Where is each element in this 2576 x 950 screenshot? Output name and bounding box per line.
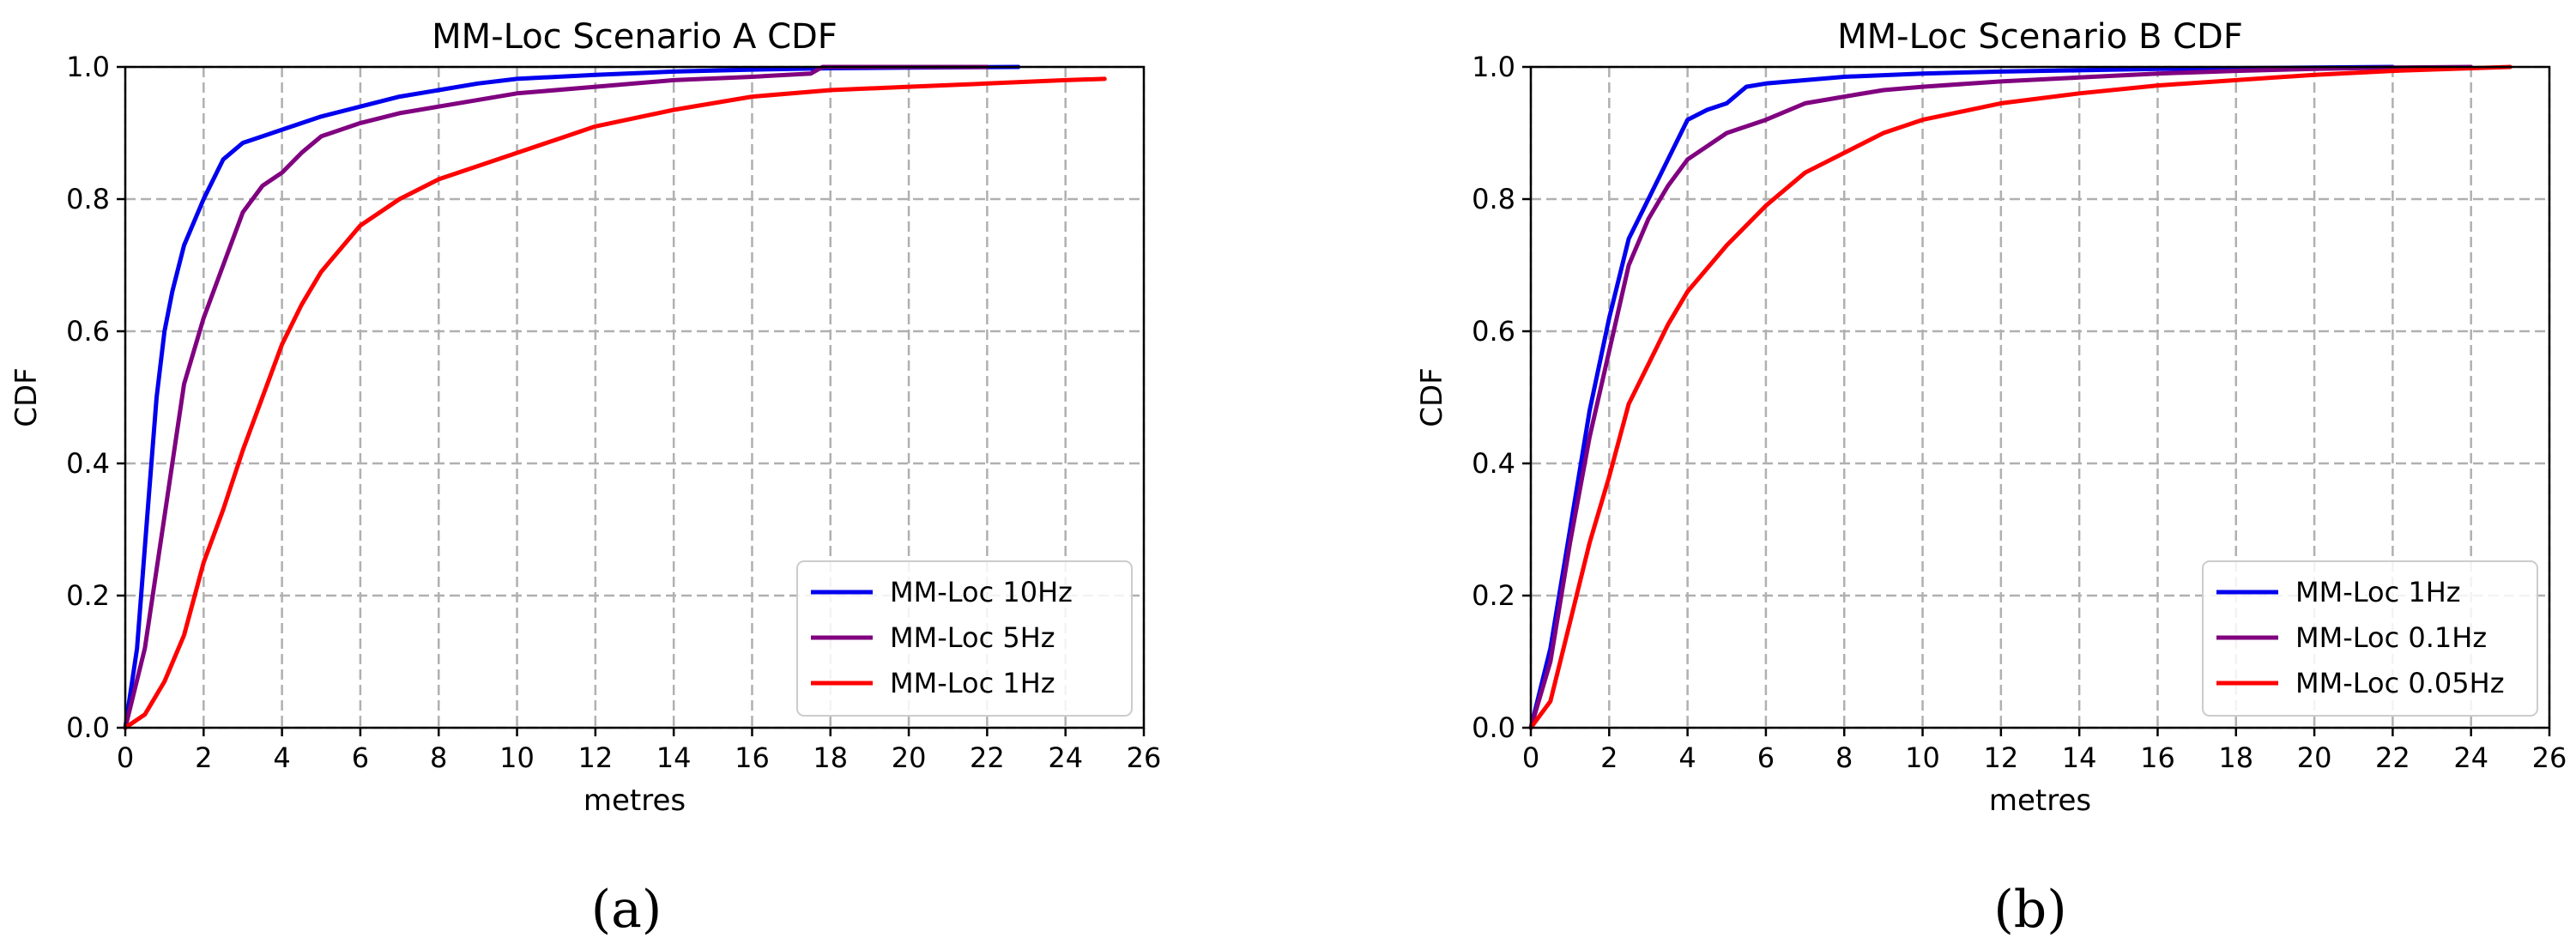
x-tick-label: 16 [735,741,770,774]
x-tick-label: 14 [656,741,692,774]
y-tick-label: 0.6 [1472,315,1515,348]
legend-label-0: MM-Loc 1Hz [2295,576,2461,608]
series-line-2 [123,76,1107,730]
y-tick-label: 0.6 [66,315,110,348]
x-tick-label: 24 [1048,741,1083,774]
series-line-0 [123,64,1021,730]
x-tick-label: 14 [2062,741,2097,774]
legend-label-0: MM-Loc 10Hz [890,576,1073,608]
y-tick-label: 0.0 [1472,711,1515,744]
x-tick-label: 10 [499,741,535,774]
legend-label-1: MM-Loc 5Hz [890,621,1055,654]
x-tick-label: 6 [352,741,369,774]
x-axis-title: metres [1989,784,2091,818]
x-tick-label: 8 [430,741,447,774]
x-tick-label: 18 [2218,741,2253,774]
subfigure-caption: (a) [591,880,662,940]
x-tick-label: 6 [1757,741,1775,774]
y-axis-title: CDF [1415,367,1449,427]
series-line-1 [1528,64,2474,730]
chart-title: MM-Loc Scenario A CDF [432,17,838,57]
plot-frame [1529,65,2551,729]
series-line-0 [1528,64,2395,730]
y-tick-label: 1.0 [1472,51,1515,83]
x-tick-label: 26 [2532,741,2567,774]
x-tick-label: 22 [970,741,1005,774]
legend-label-2: MM-Loc 0.05Hz [2295,667,2504,699]
subfigure-caption: (b) [1993,880,2066,940]
x-tick-label: 8 [1835,741,1853,774]
series-line-1 [123,64,989,730]
y-axis-title: CDF [9,367,44,427]
chart-title: MM-Loc Scenario B CDF [1837,17,2243,57]
y-tick-label: 0.2 [1472,579,1515,612]
legend-label-1: MM-Loc 0.1Hz [2295,621,2487,654]
x-tick-label: 10 [1905,741,1940,774]
x-tick-label: 0 [117,741,134,774]
x-tick-label: 4 [1678,741,1696,774]
x-tick-label: 24 [2453,741,2488,774]
legend-box [796,560,1133,717]
x-tick-label: 18 [813,741,848,774]
legend-label-2: MM-Loc 1Hz [890,667,1055,699]
x-tick-label: 12 [577,741,613,774]
plot-frame [124,65,1146,729]
chart-scenario-a: 0 2 4 6 8 10 12 14 16 18 20 22 24 260.00.20.40.60.81.… [9,17,1161,940]
x-tick-label: 12 [1983,741,2018,774]
x-tick-label: 2 [1600,741,1618,774]
y-tick-label: 0.2 [66,579,110,612]
x-tick-label: 20 [2297,741,2332,774]
x-tick-label: 2 [195,741,212,774]
legend-box [2202,560,2538,717]
y-tick-label: 0.4 [66,447,110,480]
x-tick-label: 20 [892,741,927,774]
x-axis-title: metres [584,784,686,818]
y-tick-label: 0.8 [66,183,110,215]
y-tick-label: 1.0 [66,51,110,83]
y-tick-label: 0.8 [1472,183,1515,215]
series-line-2 [1528,64,2513,730]
chart-scenario-b: 0 2 4 6 8 10 12 14 16 18 20 22 24 260.00.20.40.60.81.… [1415,17,2567,940]
y-tick-label: 0.4 [1472,447,1515,480]
y-tick-label: 0.0 [66,711,110,744]
x-tick-label: 16 [2140,741,2175,774]
x-tick-label: 26 [1127,741,1162,774]
x-tick-label: 0 [1522,741,1539,774]
x-tick-label: 4 [273,741,290,774]
x-tick-label: 22 [2375,741,2410,774]
